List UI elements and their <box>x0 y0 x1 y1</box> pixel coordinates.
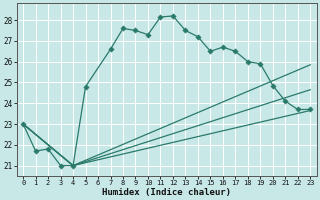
X-axis label: Humidex (Indice chaleur): Humidex (Indice chaleur) <box>102 188 231 197</box>
